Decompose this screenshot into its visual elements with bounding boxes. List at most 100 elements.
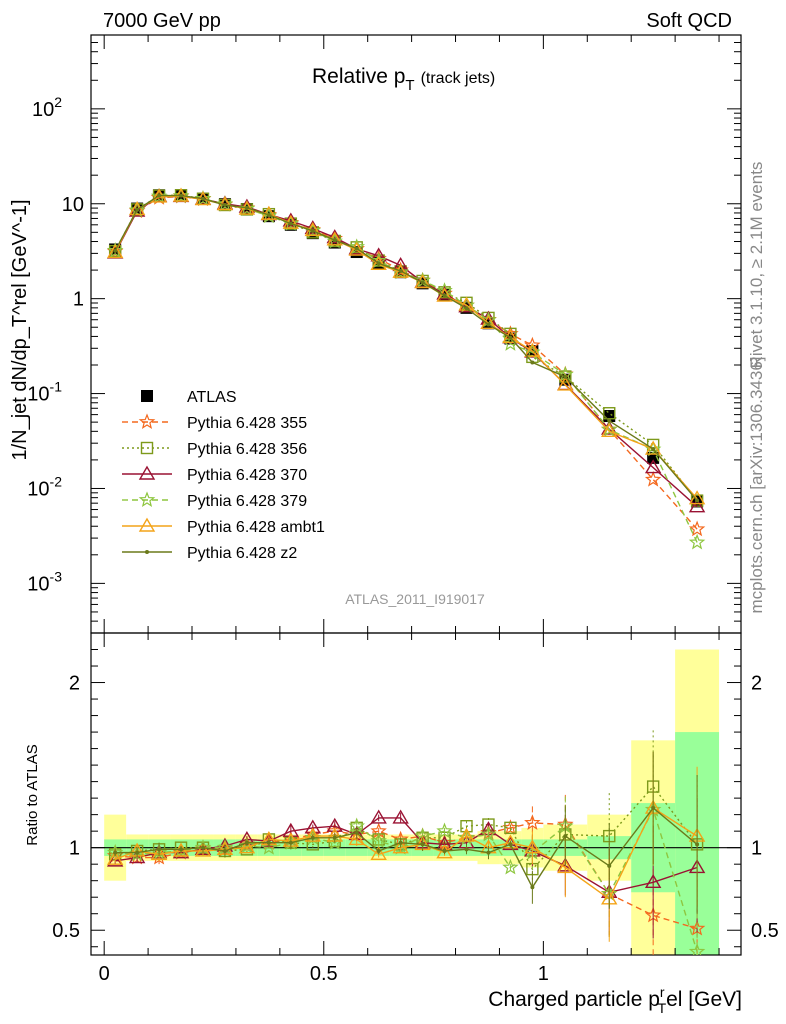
rivet-version-label: Rivet 3.1.10, ≥ 2.1M events — [747, 162, 766, 369]
ratio-point — [179, 847, 184, 852]
ratio-point — [157, 847, 162, 852]
series-point — [563, 374, 568, 379]
legend-marker — [140, 441, 154, 455]
series-point — [414, 274, 431, 289]
ratio-point — [194, 842, 212, 857]
legend-entry-4: Pythia 6.428 379 — [122, 491, 307, 510]
svg-text:1/N_jet dN/dp_T^rel [GeV^-1]: 1/N_jet dN/dp_T^rel [GeV^-1] — [9, 199, 31, 460]
series-point — [128, 201, 146, 216]
ratio-point — [135, 850, 140, 855]
series-point — [222, 203, 227, 208]
analysis-id: ATLAS_2011_I919017 — [345, 591, 485, 607]
legend-entry-6: Pythia 6.428 z2 — [122, 545, 297, 562]
series-point — [332, 238, 337, 243]
ratio-point — [376, 848, 381, 853]
ratio-point — [651, 806, 656, 811]
series-point — [216, 195, 234, 212]
series-atlas — [109, 189, 704, 508]
series-point — [179, 193, 184, 198]
ratio-series-layer — [106, 730, 706, 955]
process-label: Soft QCD — [646, 10, 732, 32]
series-point — [601, 422, 618, 438]
series-point — [200, 196, 205, 201]
series-point — [695, 498, 700, 503]
ratio-point — [442, 848, 447, 853]
mcplots-label: mcplots.cern.ch [arXiv:1306.3436] — [747, 356, 766, 613]
series-point — [392, 263, 409, 278]
series-point — [530, 360, 535, 365]
y-tick-label: 1 — [73, 289, 84, 311]
x-axis-label: Charged particle pr Tel [GeV] — [488, 984, 742, 1016]
ratio-point — [370, 809, 387, 824]
series-point — [348, 241, 365, 256]
legend-label: ATLAS — [187, 389, 237, 406]
ratio-point — [288, 840, 293, 845]
ratio-point — [480, 825, 497, 842]
legend-label: Pythia 6.428 370 — [187, 467, 307, 484]
series-point — [601, 420, 618, 437]
x-tick-label: 1 — [538, 963, 549, 985]
series-point — [607, 418, 612, 423]
ratio-point — [563, 834, 568, 839]
series-line — [114, 194, 698, 502]
series-main-5 — [113, 193, 700, 503]
series-point — [524, 343, 541, 360]
beam-label: 7000 GeV pp — [103, 10, 221, 32]
ratio-point — [150, 845, 168, 860]
series-point — [502, 335, 519, 351]
ratio-point — [502, 858, 519, 875]
series-point — [238, 199, 256, 216]
series-point — [282, 212, 300, 227]
ratio-tick-label-right: 0.5 — [751, 920, 779, 942]
legend-marker — [138, 413, 156, 430]
legend-marker — [138, 517, 156, 532]
ratio-point — [332, 835, 337, 840]
ratio-point — [695, 842, 700, 847]
legend-marker — [138, 465, 156, 480]
ratio-point — [436, 822, 453, 839]
series-point — [559, 370, 572, 383]
ratio-point — [464, 847, 469, 852]
ratio-point — [348, 831, 365, 846]
ratio-point — [392, 809, 409, 824]
ratio-tick-label-left: 2 — [69, 673, 80, 695]
ratio-point — [113, 850, 118, 855]
y-tick-label: 102 — [32, 94, 62, 121]
series-main-2 — [106, 188, 706, 513]
series-point — [370, 255, 387, 270]
legend-marker — [138, 491, 156, 508]
ratio-point — [354, 830, 359, 835]
legend: ATLAS Pythia 6.428 355 Pythia 6.428 356 Pyt… — [122, 389, 325, 562]
ratio-point — [508, 842, 513, 847]
ratio-point — [398, 840, 403, 845]
series-point — [644, 440, 662, 455]
ratio-line — [115, 806, 698, 889]
series-point — [376, 261, 381, 266]
ratio-uncertainty-bands — [104, 649, 720, 955]
series-point — [194, 190, 212, 206]
series-point — [508, 335, 513, 340]
main-panel-frame — [90, 34, 742, 634]
y-tick-label: 10 — [62, 194, 84, 216]
ratio-point — [222, 848, 227, 853]
legend-entry-0: ATLAS — [141, 389, 237, 406]
series-point — [644, 459, 662, 474]
ratio-point — [458, 827, 475, 842]
ratio-point — [486, 850, 491, 855]
ratio-point — [392, 839, 409, 854]
legend-marker — [145, 550, 149, 554]
axis-ticks — [91, 34, 741, 955]
ratio-point — [644, 873, 662, 889]
ratio-point — [266, 840, 271, 845]
ratio-axis-label: Ratio to ATLAS — [24, 744, 41, 845]
ratio-point — [524, 814, 541, 830]
series-main-1 — [108, 189, 704, 507]
legend-entry-1: Pythia 6.428 355 — [122, 413, 307, 432]
ratio-point — [370, 845, 387, 860]
y-tick-label: 10-3 — [27, 568, 62, 595]
series-point — [113, 248, 118, 253]
series-point — [326, 229, 343, 244]
series-point — [524, 342, 541, 357]
ratio-point — [238, 839, 256, 854]
